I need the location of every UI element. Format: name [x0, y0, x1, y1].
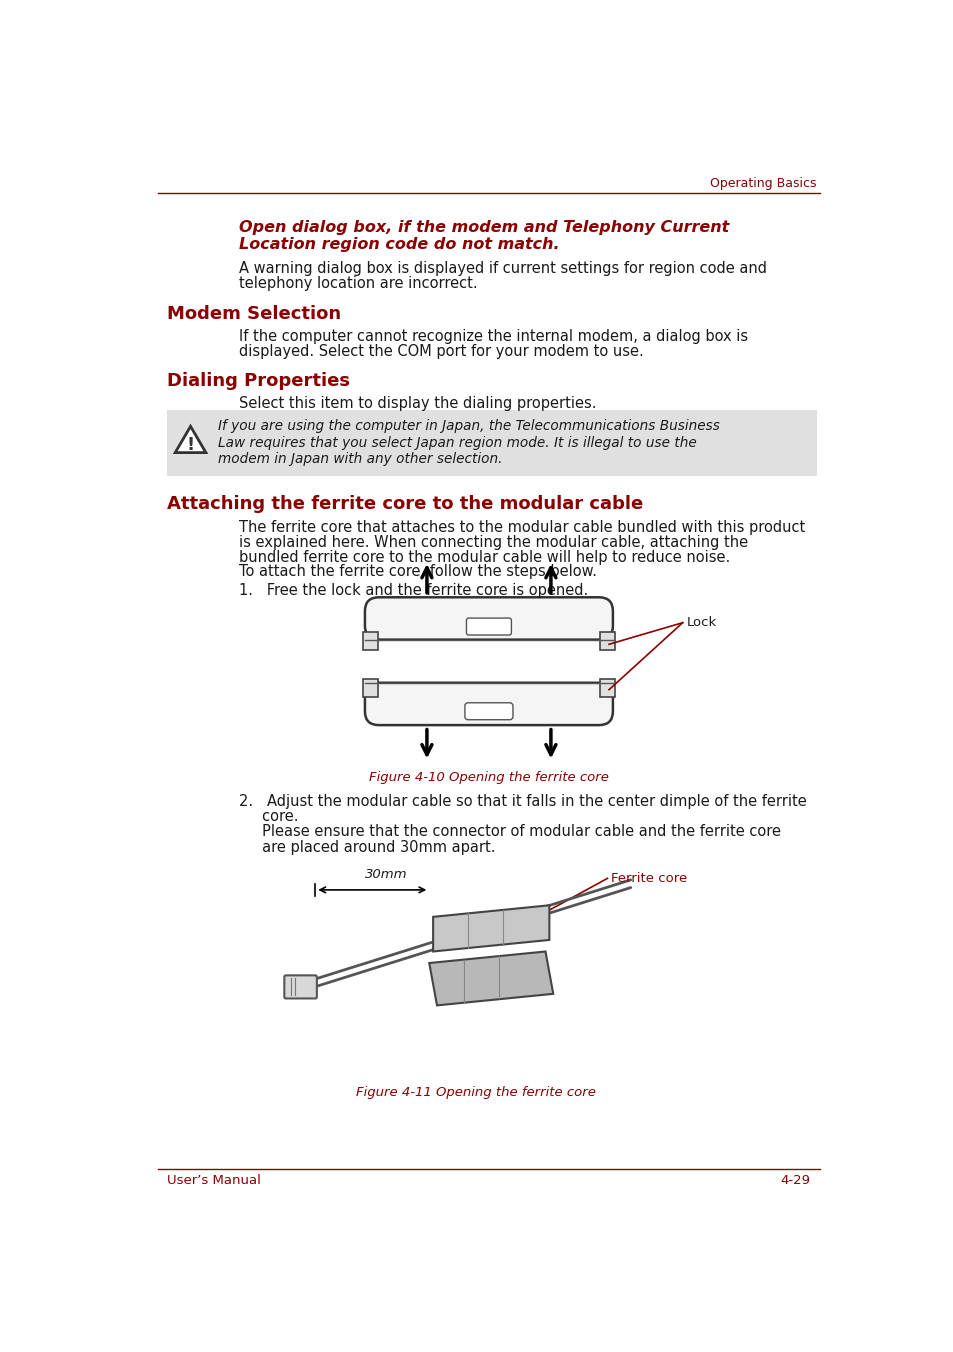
- Text: modem in Japan with any other selection.: modem in Japan with any other selection.: [217, 452, 501, 465]
- Text: 2.   Adjust the modular cable so that it falls in the center dimple of the ferri: 2. Adjust the modular cable so that it f…: [239, 794, 806, 808]
- Polygon shape: [429, 952, 553, 1006]
- Text: The ferrite core that attaches to the modular cable bundled with this product: The ferrite core that attaches to the mo…: [239, 521, 804, 535]
- FancyBboxPatch shape: [284, 975, 316, 999]
- Text: Figure 4-10 Opening the ferrite core: Figure 4-10 Opening the ferrite core: [369, 771, 608, 784]
- Text: Ferrite core: Ferrite core: [611, 872, 687, 884]
- Text: core.: core.: [239, 808, 298, 823]
- Polygon shape: [175, 426, 206, 453]
- Text: Please ensure that the connector of modular cable and the ferrite core: Please ensure that the connector of modu…: [239, 825, 781, 840]
- Bar: [362, 679, 377, 698]
- Text: A warning dialog box is displayed if current settings for region code and: A warning dialog box is displayed if cur…: [239, 261, 766, 276]
- Text: If you are using the computer in Japan, the Telecommunications Business: If you are using the computer in Japan, …: [217, 419, 719, 434]
- Text: Operating Basics: Operating Basics: [709, 177, 816, 191]
- FancyBboxPatch shape: [464, 703, 513, 719]
- Text: Select this item to display the dialing properties.: Select this item to display the dialing …: [239, 396, 597, 411]
- Bar: [167, 410, 816, 476]
- Text: Dialing Properties: Dialing Properties: [167, 372, 350, 389]
- Text: To attach the ferrite core, follow the steps below.: To attach the ferrite core, follow the s…: [239, 564, 597, 579]
- Text: Lock: Lock: [686, 617, 716, 629]
- Bar: [362, 631, 377, 650]
- Text: !: !: [186, 435, 194, 454]
- Text: is explained here. When connecting the modular cable, attaching the: is explained here. When connecting the m…: [239, 535, 748, 550]
- Text: 1.   Free the lock and the ferrite core is opened.: 1. Free the lock and the ferrite core is…: [239, 583, 588, 598]
- Text: bundled ferrite core to the modular cable will help to reduce noise.: bundled ferrite core to the modular cabl…: [239, 549, 730, 565]
- Bar: [599, 631, 615, 650]
- Text: Attaching the ferrite core to the modular cable: Attaching the ferrite core to the modula…: [167, 495, 643, 512]
- Text: Law requires that you select Japan region mode. It is illegal to use the: Law requires that you select Japan regio…: [217, 435, 696, 450]
- FancyBboxPatch shape: [365, 683, 612, 725]
- Text: Figure 4-11 Opening the ferrite core: Figure 4-11 Opening the ferrite core: [355, 1086, 595, 1099]
- Text: Modem Selection: Modem Selection: [167, 304, 341, 323]
- Text: Open dialog box, if the modem and Telephony Current: Open dialog box, if the modem and Teleph…: [239, 220, 729, 235]
- Polygon shape: [433, 906, 549, 952]
- Text: telephony location are incorrect.: telephony location are incorrect.: [239, 276, 477, 291]
- FancyBboxPatch shape: [466, 618, 511, 635]
- Text: 4-29: 4-29: [780, 1174, 810, 1187]
- FancyBboxPatch shape: [365, 598, 612, 639]
- Bar: [599, 679, 615, 698]
- Text: 30mm: 30mm: [364, 868, 407, 880]
- Text: Location region code do not match.: Location region code do not match.: [239, 237, 559, 251]
- Text: are placed around 30mm apart.: are placed around 30mm apart.: [239, 840, 496, 854]
- Text: displayed. Select the COM port for your modem to use.: displayed. Select the COM port for your …: [239, 343, 643, 360]
- Text: User’s Manual: User’s Manual: [167, 1174, 261, 1187]
- Text: If the computer cannot recognize the internal modem, a dialog box is: If the computer cannot recognize the int…: [239, 329, 748, 343]
